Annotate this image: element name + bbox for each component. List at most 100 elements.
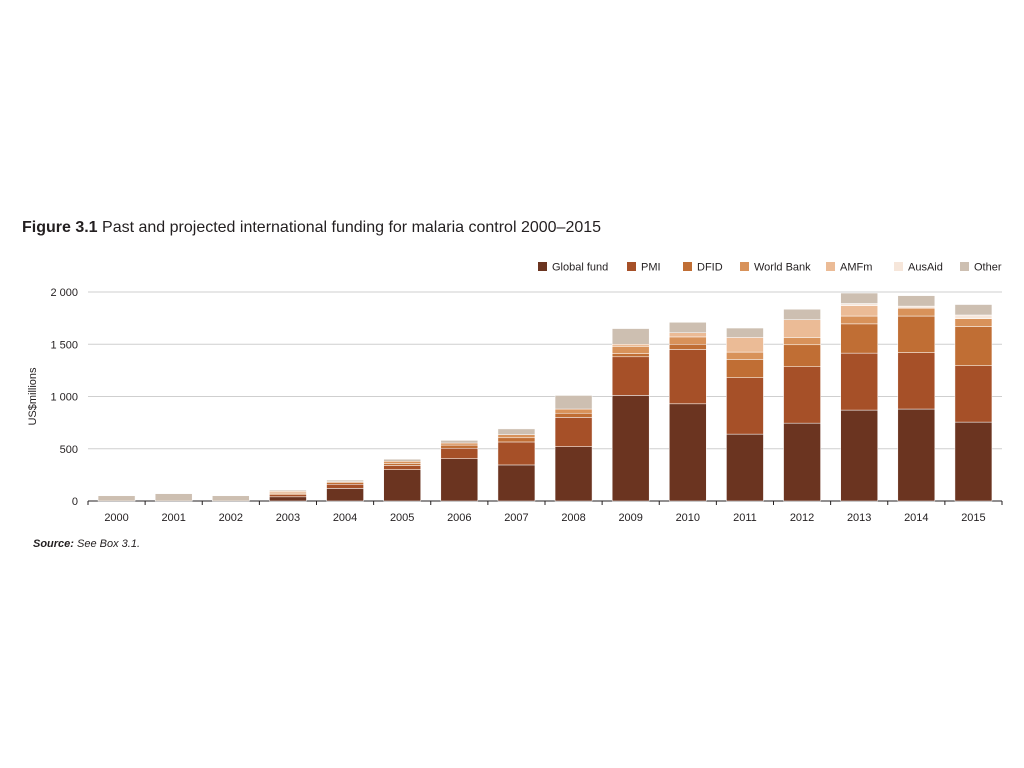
x-tick-label: 2003 bbox=[276, 512, 300, 524]
bar-segment-global-fund-2003 bbox=[269, 496, 307, 502]
bar-segment-world-bank-2008 bbox=[554, 408, 593, 414]
legend-label: Global fund bbox=[552, 262, 608, 274]
bar-segment-other-2005 bbox=[383, 458, 421, 462]
source-label: Source: bbox=[33, 538, 74, 550]
bar-segment-other-2001 bbox=[154, 493, 193, 502]
bar-segment-pmi-2009 bbox=[611, 356, 650, 396]
bar-segment-global-fund-2004 bbox=[326, 488, 364, 502]
bar-segment-ausaid-2013 bbox=[840, 303, 878, 306]
bar-segment-global-fund-2007 bbox=[497, 464, 536, 502]
bar-segment-pmi-2005 bbox=[383, 465, 421, 470]
bar-segment-pmi-2014 bbox=[897, 352, 936, 410]
bar-segment-world-bank-2015 bbox=[954, 318, 993, 327]
bar-segment-other-2014 bbox=[897, 295, 936, 307]
bar-segment-global-fund-2013 bbox=[840, 409, 878, 502]
bar-segment-other-2003 bbox=[269, 489, 307, 492]
legend-swatch bbox=[894, 262, 903, 271]
bar-segment-world-bank-2014 bbox=[897, 307, 936, 317]
bar-segment-dfid-2010 bbox=[669, 344, 707, 350]
bar-segment-global-fund-2008 bbox=[554, 446, 593, 502]
bar-segment-dfid-2011 bbox=[726, 359, 764, 378]
bar-segment-other-2013 bbox=[840, 292, 878, 304]
bar-segment-pmi-2006 bbox=[440, 447, 479, 459]
y-tick-label: 1 500 bbox=[50, 339, 78, 351]
y-tick-label: 1 000 bbox=[50, 392, 78, 404]
x-tick-label: 2011 bbox=[733, 512, 757, 524]
bar-segment-world-bank-2010 bbox=[669, 336, 707, 345]
legend-swatch bbox=[538, 262, 547, 271]
bar-segment-other-2009 bbox=[611, 328, 650, 345]
legend-label: AusAid bbox=[908, 262, 943, 274]
bar-segment-global-fund-2015 bbox=[954, 421, 993, 502]
bar-segment-pmi-2011 bbox=[726, 377, 764, 435]
bar-segment-pmi-2007 bbox=[497, 441, 536, 466]
x-tick-label: 2000 bbox=[104, 512, 128, 524]
bar-segment-other-2008 bbox=[554, 395, 593, 410]
bar-segment-other-2000 bbox=[97, 495, 136, 502]
x-tick-label: 2007 bbox=[504, 512, 528, 524]
bar-segment-other-2002 bbox=[212, 495, 250, 502]
legend-swatch bbox=[627, 262, 636, 271]
y-tick-label: 500 bbox=[60, 444, 78, 456]
bar-segment-ausaid-2014 bbox=[897, 305, 936, 309]
bar-segment-amfm-2013 bbox=[840, 305, 878, 317]
bar-segment-dfid-2014 bbox=[897, 315, 936, 353]
figure-number: Figure 3.1 bbox=[22, 219, 98, 236]
y-tick-label: 0 bbox=[72, 496, 78, 508]
bar-segment-dfid-2009 bbox=[611, 353, 650, 358]
bar-segment-global-fund-2010 bbox=[669, 403, 707, 502]
figure-caption: Past and projected international funding… bbox=[102, 219, 602, 236]
bar-segment-dfid-2012 bbox=[783, 344, 821, 367]
legend-swatch bbox=[960, 262, 969, 271]
legend-label: World Bank bbox=[754, 262, 811, 274]
legend-swatch bbox=[826, 262, 835, 271]
figure-title: Figure 3.1 Past and projected internatio… bbox=[22, 219, 601, 237]
bar-segment-global-fund-2014 bbox=[897, 408, 936, 502]
x-tick-label: 2006 bbox=[447, 512, 471, 524]
bar-segment-world-bank-2011 bbox=[726, 351, 764, 360]
bar-segment-global-fund-2011 bbox=[726, 433, 764, 502]
bar-segment-pmi-2013 bbox=[840, 352, 878, 411]
source-text: See Box 3.1. bbox=[77, 538, 141, 550]
bar-segment-global-fund-2009 bbox=[611, 395, 650, 502]
bar-segment-pmi-2015 bbox=[954, 365, 993, 423]
x-tick-label: 2015 bbox=[961, 512, 985, 524]
x-tick-label: 2005 bbox=[390, 512, 414, 524]
y-axis-label: US$millions bbox=[27, 367, 39, 426]
x-tick-label: 2012 bbox=[790, 512, 814, 524]
bar-segment-amfm-2009 bbox=[611, 344, 650, 347]
y-tick-label: 2 000 bbox=[50, 287, 78, 299]
bar-segment-ausaid-2015 bbox=[954, 314, 993, 319]
bar-segment-pmi-2008 bbox=[554, 417, 593, 447]
legend-label: DFID bbox=[697, 262, 723, 274]
x-tick-label: 2004 bbox=[333, 512, 357, 524]
x-tick-label: 2002 bbox=[219, 512, 243, 524]
x-tick-label: 2009 bbox=[618, 512, 642, 524]
bar-segment-pmi-2010 bbox=[669, 349, 707, 405]
bar-segment-pmi-2003 bbox=[269, 494, 307, 498]
bar-segment-world-bank-2007 bbox=[497, 434, 536, 439]
legend-swatch bbox=[740, 262, 749, 271]
bar-segment-dfid-2007 bbox=[497, 437, 536, 443]
source-note: Source: See Box 3.1. bbox=[33, 538, 140, 550]
x-tick-label: 2013 bbox=[847, 512, 871, 524]
bar-segment-dfid-2013 bbox=[840, 323, 878, 354]
x-tick-label: 2001 bbox=[161, 512, 185, 524]
legend-label: AMFm bbox=[840, 262, 872, 274]
bar-segment-amfm-2011 bbox=[726, 337, 764, 353]
bar-segment-global-fund-2005 bbox=[383, 469, 421, 502]
bar-segment-dfid-2006 bbox=[440, 444, 479, 449]
legend-swatch bbox=[683, 262, 692, 271]
bar-segment-pmi-2004 bbox=[326, 484, 364, 489]
bar-segment-other-2015 bbox=[954, 304, 993, 316]
x-tick-label: 2010 bbox=[676, 512, 700, 524]
legend-label: Other bbox=[974, 262, 1002, 274]
bar-segment-world-bank-2012 bbox=[783, 337, 821, 346]
bar-segment-other-2010 bbox=[669, 322, 707, 334]
bar-segment-world-bank-2005 bbox=[383, 461, 421, 464]
bar-segment-other-2004 bbox=[326, 479, 364, 482]
bar-segment-amfm-2010 bbox=[669, 332, 707, 338]
bar-segment-global-fund-2006 bbox=[440, 458, 479, 502]
bar-segment-other-2007 bbox=[497, 428, 536, 435]
